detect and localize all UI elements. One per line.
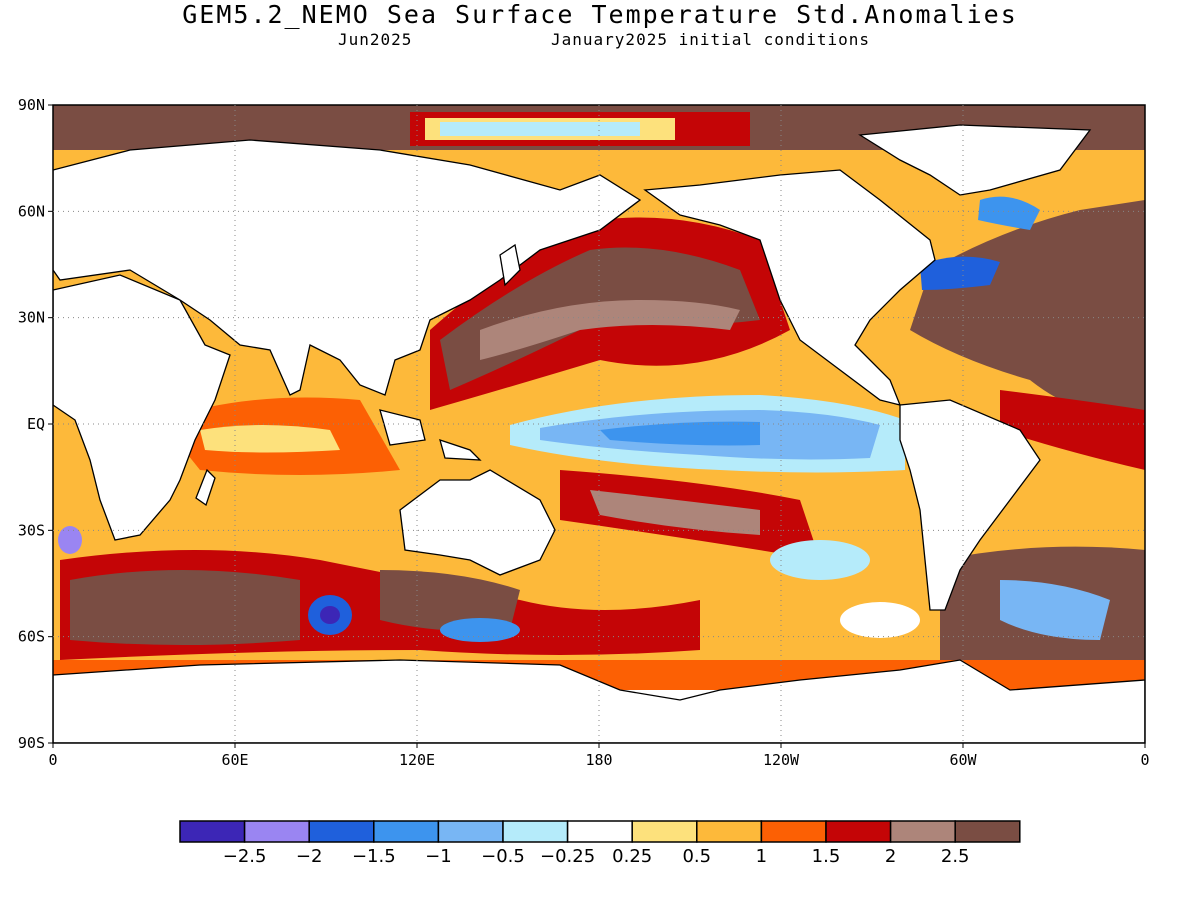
lat-label: 90S [18, 734, 45, 752]
lat-label: 60N [18, 202, 45, 220]
colorbar: −2.5 −2 −1.5 −1 −0.5 −0.25 0.25 0.5 1 1.5 2 2.5 [179, 820, 1021, 867]
lon-label: 180 [585, 751, 612, 769]
colorbar-label: 0.5 [682, 846, 711, 867]
colorbar-label: −0.5 [481, 846, 525, 867]
lat-label: EQ [27, 415, 45, 433]
colorbar-swatch [373, 820, 440, 843]
colorbar-swatch [179, 820, 246, 843]
colorbar-swatch [502, 820, 569, 843]
colorbar-label: −2.5 [223, 846, 267, 867]
colorbar-swatch [437, 820, 504, 843]
colorbar-label: 2 [885, 846, 896, 867]
lon-label: 60E [221, 751, 248, 769]
lon-label: 0 [1140, 751, 1149, 769]
lon-label: 120E [399, 751, 435, 769]
forecast-month: Jun2025 [338, 30, 413, 49]
colorbar-swatch [954, 820, 1021, 843]
lon-label: 120W [763, 751, 800, 769]
lat-label: 90N [18, 96, 45, 114]
lat-label: 30N [18, 309, 45, 327]
colorbar-swatch [760, 820, 827, 843]
colorbar-label: 1 [756, 846, 767, 867]
colorbar-label: −1.5 [352, 846, 396, 867]
colorbar-label: −0.25 [540, 846, 595, 867]
colorbar-swatch [566, 820, 633, 843]
colorbar-swatch [631, 820, 698, 843]
colorbar-label: 2.5 [941, 846, 970, 867]
colorbar-label: 1.5 [812, 846, 841, 867]
initial-conditions: January2025 initial conditions [551, 30, 870, 49]
colorbar-swatch [889, 820, 956, 843]
lat-label: 30S [18, 521, 45, 539]
lat-label: 60S [18, 628, 45, 646]
colorbar-swatch [825, 820, 892, 843]
map-title: GEM5.2_NEMO Sea Surface Temperature Std.… [182, 0, 1018, 29]
colorbar-label: −2 [296, 846, 323, 867]
colorbar-swatch [243, 820, 310, 843]
colorbar-swatch [308, 820, 375, 843]
lon-label: 0 [48, 751, 57, 769]
graticule [53, 105, 1145, 743]
colorbar-label: −1 [425, 846, 452, 867]
landmasses [53, 124, 1145, 743]
colorbar-label: 0.25 [612, 846, 652, 867]
lon-label: 60W [949, 751, 977, 769]
colorbar-swatch [696, 820, 763, 843]
